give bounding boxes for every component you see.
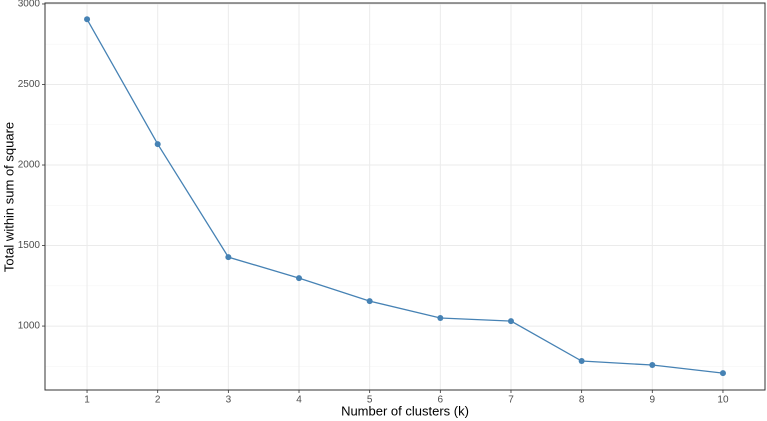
x-tick-label: 8	[579, 395, 585, 406]
y-tick-label: 2000	[18, 160, 41, 171]
x-axis-title: Number of clusters (k)	[341, 403, 469, 418]
x-tick-label: 10	[717, 395, 729, 406]
point	[437, 315, 444, 322]
y-tick-label: 1000	[18, 321, 41, 332]
point	[225, 254, 232, 261]
point	[296, 275, 303, 282]
x-tick-label: 5	[367, 395, 373, 406]
x-tick-label: 3	[226, 395, 232, 406]
point	[578, 358, 585, 365]
point	[84, 16, 91, 23]
x-tick-label: 6	[438, 395, 444, 406]
panel-border	[44, 2, 766, 391]
x-tick-label: 4	[296, 395, 302, 406]
point	[649, 362, 656, 369]
point	[154, 141, 161, 148]
point	[507, 318, 514, 325]
point	[366, 298, 373, 305]
x-tick-label: 9	[650, 395, 656, 406]
y-tick-label: 3000	[18, 0, 41, 10]
x-tick-label: 1	[84, 395, 90, 406]
x-tick-label: 7	[508, 395, 514, 406]
y-tick-label: 2500	[18, 79, 41, 90]
x-tick-label: 2	[155, 395, 161, 406]
y-tick-label: 1500	[18, 240, 41, 251]
line	[86, 18, 724, 374]
point	[719, 370, 726, 377]
y-axis-title: Total within sum of square	[1, 122, 16, 272]
